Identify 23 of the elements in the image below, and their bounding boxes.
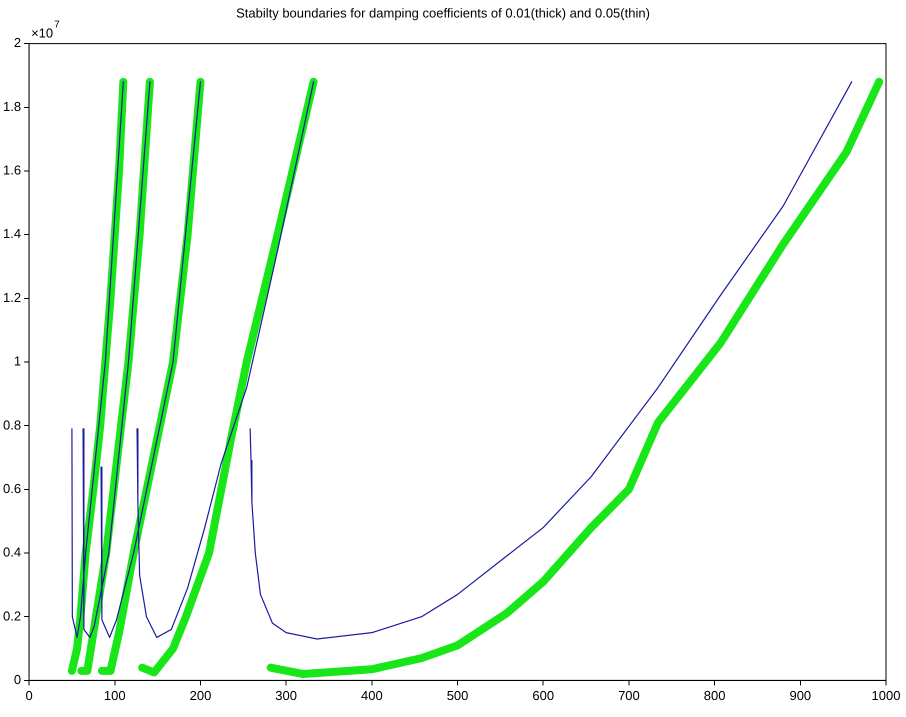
y-tick-label: 0.8 bbox=[2, 417, 22, 432]
x-tick-label: 100 bbox=[104, 688, 126, 703]
x-tick-label: 400 bbox=[360, 688, 383, 703]
x-tick-label: 1000 bbox=[872, 688, 900, 703]
y-tick-label: 0.6 bbox=[2, 480, 22, 496]
x-tick-label: 800 bbox=[704, 688, 726, 703]
y-tick-label: 1.6 bbox=[2, 162, 22, 178]
y-tick-label: 1.2 bbox=[2, 290, 22, 305]
y-tick-label: 1.8 bbox=[2, 98, 22, 114]
x-tick-label: 300 bbox=[275, 688, 297, 703]
x-tick-label: 500 bbox=[446, 688, 468, 703]
x-tick-label: 0 bbox=[25, 688, 33, 703]
x-tick-label: 200 bbox=[190, 688, 212, 703]
y-tick-label: 0.4 bbox=[2, 544, 22, 560]
x-tick-label: 700 bbox=[618, 688, 640, 703]
y-tick-label: 0.2 bbox=[2, 608, 22, 624]
y-tick-label: 0 bbox=[14, 672, 22, 687]
y-tick-label: 1.4 bbox=[2, 226, 22, 242]
y-tick-label: 2 bbox=[14, 35, 22, 50]
y-tick-label: 1 bbox=[14, 354, 22, 369]
x-tick-label: 900 bbox=[789, 688, 812, 703]
x-tick-label: 600 bbox=[532, 688, 554, 703]
chart-title: Stabilty boundaries for damping coefficients of 0.01(thick) and 0.05(thin) bbox=[236, 5, 650, 20]
